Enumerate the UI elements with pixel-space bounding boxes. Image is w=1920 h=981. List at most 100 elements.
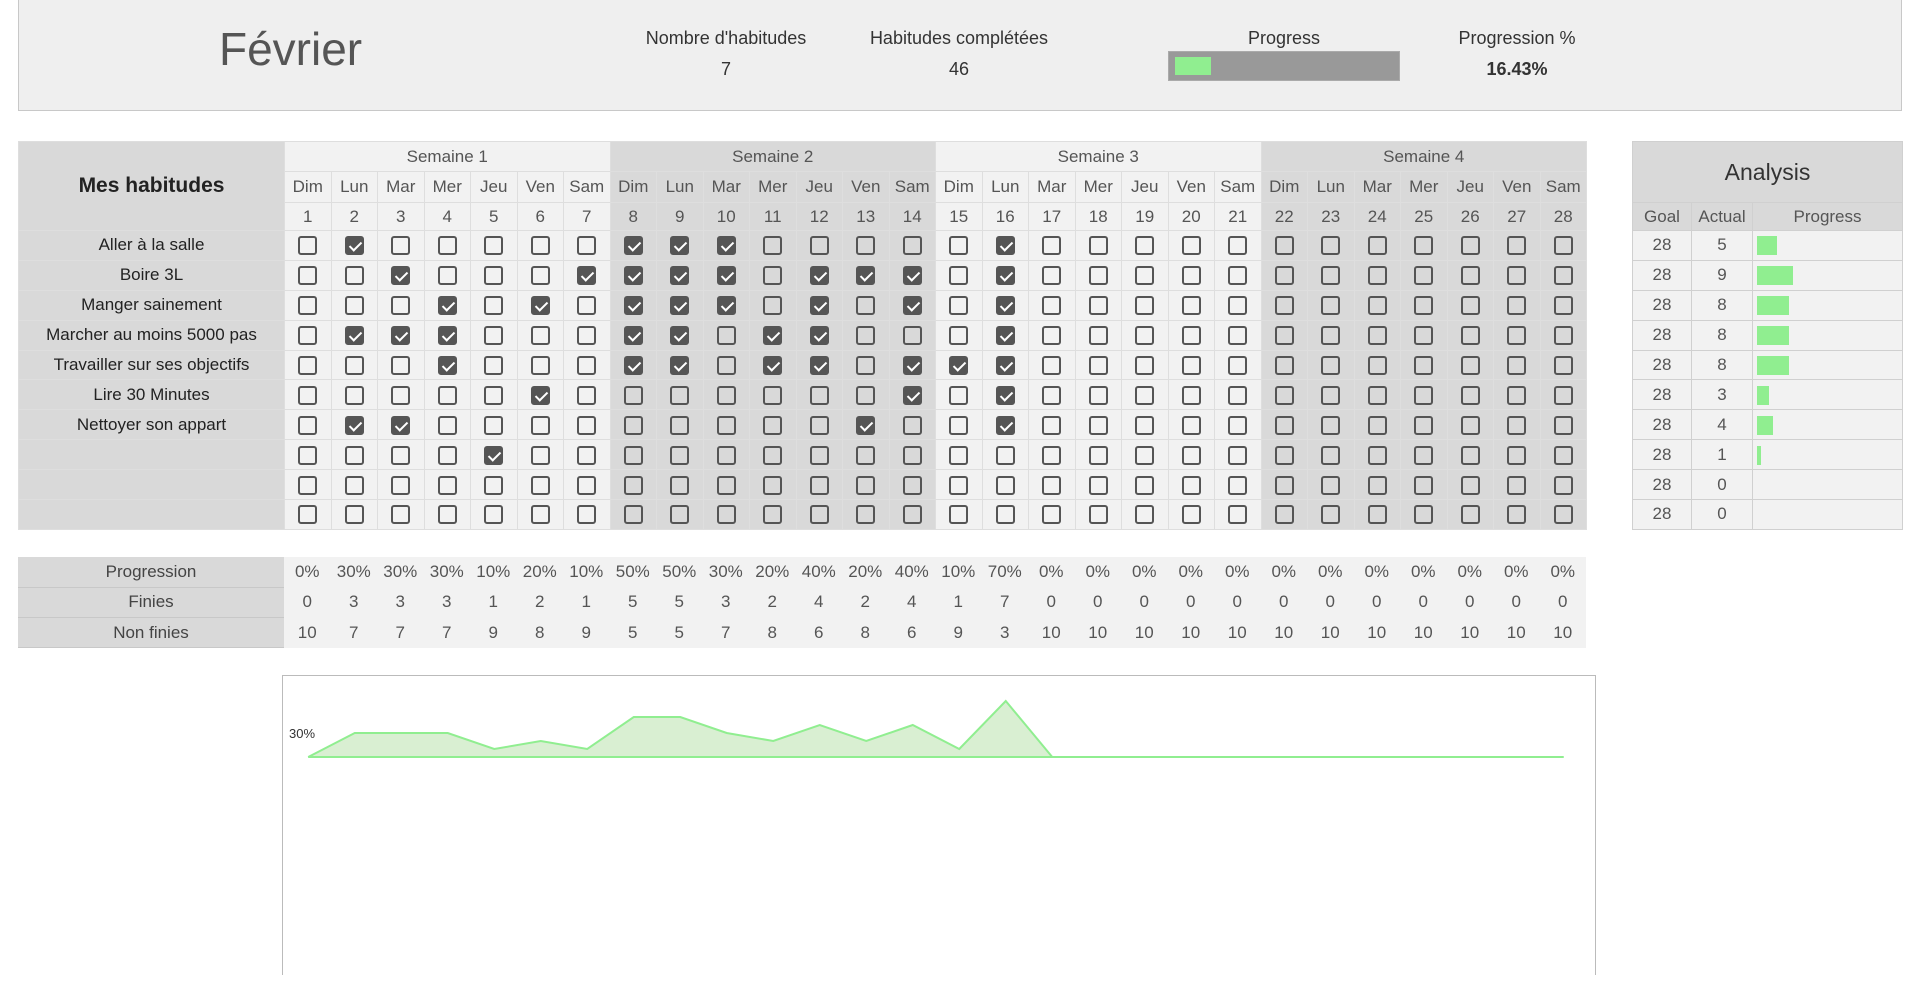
checkbox-checked[interactable]: [670, 356, 690, 376]
checkbox-unchecked[interactable]: [530, 356, 550, 376]
checkbox-unchecked[interactable]: [1042, 505, 1062, 525]
checkbox-unchecked[interactable]: [1460, 415, 1480, 435]
checkbox-unchecked[interactable]: [1135, 445, 1155, 465]
checkbox-unchecked[interactable]: [1321, 356, 1341, 376]
checkbox-unchecked[interactable]: [902, 236, 922, 256]
checkbox-unchecked[interactable]: [949, 236, 969, 256]
checkbox-unchecked[interactable]: [856, 296, 876, 316]
checkbox-unchecked[interactable]: [1228, 445, 1248, 465]
checkbox-checked[interactable]: [856, 266, 876, 286]
checkbox-unchecked[interactable]: [1135, 415, 1155, 435]
checkbox-unchecked[interactable]: [530, 326, 550, 346]
checkbox-unchecked[interactable]: [1414, 266, 1434, 286]
checkbox-unchecked[interactable]: [1460, 356, 1480, 376]
checkbox-unchecked[interactable]: [949, 445, 969, 465]
checkbox-checked[interactable]: [623, 356, 643, 376]
checkbox-unchecked[interactable]: [484, 475, 504, 495]
checkbox-checked[interactable]: [344, 326, 364, 346]
checkbox-unchecked[interactable]: [1414, 385, 1434, 405]
checkbox-unchecked[interactable]: [484, 296, 504, 316]
checkbox-unchecked[interactable]: [1507, 505, 1527, 525]
checkbox-checked[interactable]: [763, 356, 783, 376]
checkbox-unchecked[interactable]: [763, 415, 783, 435]
checkbox-unchecked[interactable]: [1181, 505, 1201, 525]
checkbox-unchecked[interactable]: [1553, 415, 1573, 435]
checkbox-unchecked[interactable]: [298, 296, 318, 316]
checkbox-unchecked[interactable]: [1135, 385, 1155, 405]
checkbox-unchecked[interactable]: [670, 445, 690, 465]
checkbox-unchecked[interactable]: [1460, 505, 1480, 525]
checkbox-checked[interactable]: [577, 266, 597, 286]
checkbox-unchecked[interactable]: [391, 296, 411, 316]
checkbox-unchecked[interactable]: [298, 475, 318, 495]
checkbox-unchecked[interactable]: [1181, 385, 1201, 405]
checkbox-unchecked[interactable]: [856, 356, 876, 376]
checkbox-checked[interactable]: [716, 266, 736, 286]
checkbox-unchecked[interactable]: [1181, 475, 1201, 495]
checkbox-unchecked[interactable]: [1367, 296, 1387, 316]
checkbox-unchecked[interactable]: [344, 505, 364, 525]
checkbox-checked[interactable]: [623, 236, 643, 256]
checkbox-unchecked[interactable]: [1460, 266, 1480, 286]
checkbox-unchecked[interactable]: [902, 415, 922, 435]
checkbox-unchecked[interactable]: [623, 385, 643, 405]
checkbox-unchecked[interactable]: [1507, 445, 1527, 465]
checkbox-unchecked[interactable]: [1321, 445, 1341, 465]
checkbox-unchecked[interactable]: [1460, 236, 1480, 256]
checkbox-unchecked[interactable]: [1414, 475, 1434, 495]
checkbox-unchecked[interactable]: [1228, 475, 1248, 495]
checkbox-unchecked[interactable]: [995, 445, 1015, 465]
checkbox-checked[interactable]: [484, 445, 504, 465]
checkbox-unchecked[interactable]: [1507, 236, 1527, 256]
checkbox-unchecked[interactable]: [1507, 415, 1527, 435]
checkbox-unchecked[interactable]: [1274, 326, 1294, 346]
checkbox-unchecked[interactable]: [856, 236, 876, 256]
checkbox-unchecked[interactable]: [1274, 385, 1294, 405]
checkbox-unchecked[interactable]: [577, 385, 597, 405]
checkbox-unchecked[interactable]: [1274, 445, 1294, 465]
checkbox-unchecked[interactable]: [1507, 475, 1527, 495]
checkbox-unchecked[interactable]: [298, 266, 318, 286]
checkbox-unchecked[interactable]: [437, 475, 457, 495]
checkbox-unchecked[interactable]: [1088, 385, 1108, 405]
checkbox-unchecked[interactable]: [391, 385, 411, 405]
checkbox-unchecked[interactable]: [484, 326, 504, 346]
checkbox-unchecked[interactable]: [716, 475, 736, 495]
checkbox-unchecked[interactable]: [391, 505, 411, 525]
checkbox-unchecked[interactable]: [577, 296, 597, 316]
checkbox-unchecked[interactable]: [484, 356, 504, 376]
checkbox-unchecked[interactable]: [1507, 326, 1527, 346]
checkbox-unchecked[interactable]: [391, 236, 411, 256]
checkbox-unchecked[interactable]: [1135, 356, 1155, 376]
checkbox-unchecked[interactable]: [1088, 326, 1108, 346]
checkbox-unchecked[interactable]: [1367, 236, 1387, 256]
checkbox-unchecked[interactable]: [1228, 356, 1248, 376]
checkbox-unchecked[interactable]: [995, 475, 1015, 495]
checkbox-unchecked[interactable]: [391, 356, 411, 376]
checkbox-checked[interactable]: [391, 266, 411, 286]
checkbox-checked[interactable]: [437, 326, 457, 346]
checkbox-unchecked[interactable]: [1414, 445, 1434, 465]
checkbox-checked[interactable]: [391, 415, 411, 435]
checkbox-unchecked[interactable]: [856, 326, 876, 346]
checkbox-checked[interactable]: [856, 415, 876, 435]
checkbox-unchecked[interactable]: [809, 236, 829, 256]
checkbox-unchecked[interactable]: [298, 415, 318, 435]
checkbox-checked[interactable]: [995, 326, 1015, 346]
checkbox-unchecked[interactable]: [437, 415, 457, 435]
checkbox-unchecked[interactable]: [1042, 296, 1062, 316]
checkbox-unchecked[interactable]: [809, 505, 829, 525]
checkbox-unchecked[interactable]: [856, 505, 876, 525]
checkbox-unchecked[interactable]: [1414, 505, 1434, 525]
checkbox-unchecked[interactable]: [670, 505, 690, 525]
checkbox-checked[interactable]: [995, 236, 1015, 256]
checkbox-unchecked[interactable]: [577, 236, 597, 256]
checkbox-unchecked[interactable]: [530, 415, 550, 435]
checkbox-unchecked[interactable]: [1042, 445, 1062, 465]
checkbox-unchecked[interactable]: [902, 505, 922, 525]
checkbox-unchecked[interactable]: [1181, 296, 1201, 316]
checkbox-unchecked[interactable]: [949, 475, 969, 495]
checkbox-unchecked[interactable]: [1553, 356, 1573, 376]
checkbox-unchecked[interactable]: [344, 266, 364, 286]
checkbox-unchecked[interactable]: [1274, 475, 1294, 495]
